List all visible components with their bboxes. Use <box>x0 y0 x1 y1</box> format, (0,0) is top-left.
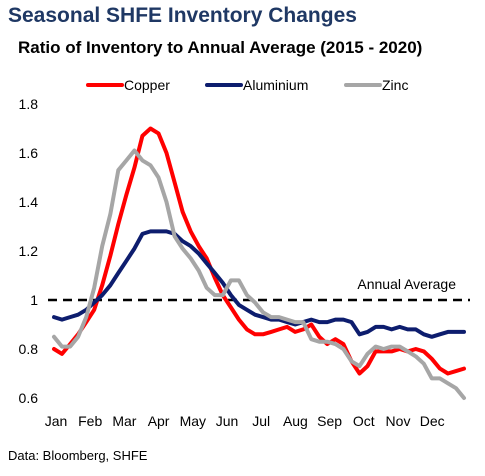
series-line-aluminium <box>52 229 466 339</box>
x-tick-label: May <box>180 413 206 429</box>
y-tick-label: 0.8 <box>19 341 39 357</box>
y-tick-label: 1.6 <box>19 145 39 161</box>
data-source-note: Data: Bloomberg, SHFE <box>8 448 148 463</box>
x-tick-label: Aug <box>283 413 308 429</box>
x-tick-label: Jan <box>45 413 68 429</box>
y-tick-label: 1 <box>30 292 38 308</box>
series-line-zinc <box>52 148 466 400</box>
y-tick-label: 1.2 <box>19 243 39 259</box>
x-tick-label: Oct <box>353 413 375 429</box>
x-tick-label: Mar <box>112 413 136 429</box>
annual-average-label: Annual Average <box>357 276 456 292</box>
chart-title: Seasonal SHFE Inventory Changes <box>8 4 357 27</box>
chart-legend: Copper Aluminium Zinc <box>86 77 408 93</box>
legend-label-copper: Copper <box>124 77 170 93</box>
x-tick-label: Feb <box>78 413 102 429</box>
x-tick-label: Nov <box>386 413 411 429</box>
y-tick-label: 0.6 <box>19 390 39 406</box>
x-tick-label: Apr <box>148 413 170 429</box>
x-tick-label: Jul <box>252 413 270 429</box>
y-tick-label: 1.4 <box>19 194 39 210</box>
x-axis-ticks: Jan Feb Mar Apr May Jun Jul Aug Sep Oct Nov Dec <box>45 413 445 429</box>
x-tick-label: Dec <box>420 413 445 429</box>
y-axis-ticks: 0.6 0.8 1 1.2 1.4 1.6 1.8 <box>19 96 39 406</box>
legend-label-zinc: Zinc <box>382 77 408 93</box>
series-layer <box>52 126 466 400</box>
y-tick-label: 1.8 <box>19 96 39 112</box>
legend-label-aluminium: Aluminium <box>243 77 308 93</box>
chart-subtitle: Ratio of Inventory to Annual Average (20… <box>18 38 423 57</box>
annual-average-reference: Annual Average <box>48 276 470 302</box>
series-line-copper <box>52 126 466 376</box>
x-tick-label: Sep <box>317 413 342 429</box>
x-tick-label: Jun <box>216 413 239 429</box>
